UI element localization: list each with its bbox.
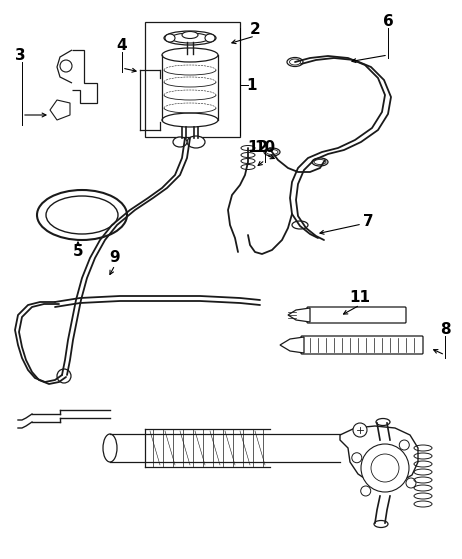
Ellipse shape — [376, 419, 390, 425]
Polygon shape — [288, 308, 310, 322]
Circle shape — [361, 444, 409, 492]
Ellipse shape — [171, 33, 209, 43]
Polygon shape — [50, 100, 70, 120]
Text: 5: 5 — [73, 244, 83, 259]
Polygon shape — [340, 426, 418, 485]
Circle shape — [352, 453, 362, 463]
Ellipse shape — [162, 113, 218, 127]
Ellipse shape — [241, 159, 255, 163]
Ellipse shape — [264, 148, 280, 156]
Text: 9: 9 — [109, 250, 120, 266]
Ellipse shape — [164, 31, 216, 45]
Circle shape — [353, 423, 367, 437]
Circle shape — [399, 440, 409, 450]
Text: 3: 3 — [15, 48, 25, 63]
Text: 10: 10 — [255, 140, 275, 155]
Polygon shape — [280, 337, 304, 353]
Circle shape — [361, 486, 371, 496]
Text: 4: 4 — [117, 37, 128, 53]
Ellipse shape — [103, 434, 117, 462]
Ellipse shape — [241, 164, 255, 169]
Text: 8: 8 — [440, 323, 450, 338]
Ellipse shape — [165, 34, 175, 42]
Circle shape — [60, 60, 72, 72]
Ellipse shape — [312, 158, 328, 166]
Text: 1: 1 — [247, 78, 257, 92]
Bar — [145, 22, 240, 137]
Ellipse shape — [162, 48, 218, 62]
FancyBboxPatch shape — [301, 336, 423, 354]
Text: 11: 11 — [349, 291, 371, 306]
Ellipse shape — [182, 31, 198, 39]
Ellipse shape — [241, 153, 255, 158]
Circle shape — [406, 478, 416, 488]
Ellipse shape — [173, 137, 187, 147]
Text: 6: 6 — [383, 15, 393, 30]
Ellipse shape — [374, 520, 388, 528]
Ellipse shape — [241, 145, 255, 150]
Text: 12: 12 — [247, 140, 268, 155]
Circle shape — [57, 369, 71, 383]
Ellipse shape — [205, 34, 215, 42]
Ellipse shape — [292, 221, 308, 229]
Text: 7: 7 — [363, 215, 373, 230]
FancyBboxPatch shape — [307, 307, 406, 323]
Ellipse shape — [187, 136, 205, 148]
Ellipse shape — [287, 58, 303, 67]
Text: 2: 2 — [249, 22, 261, 37]
